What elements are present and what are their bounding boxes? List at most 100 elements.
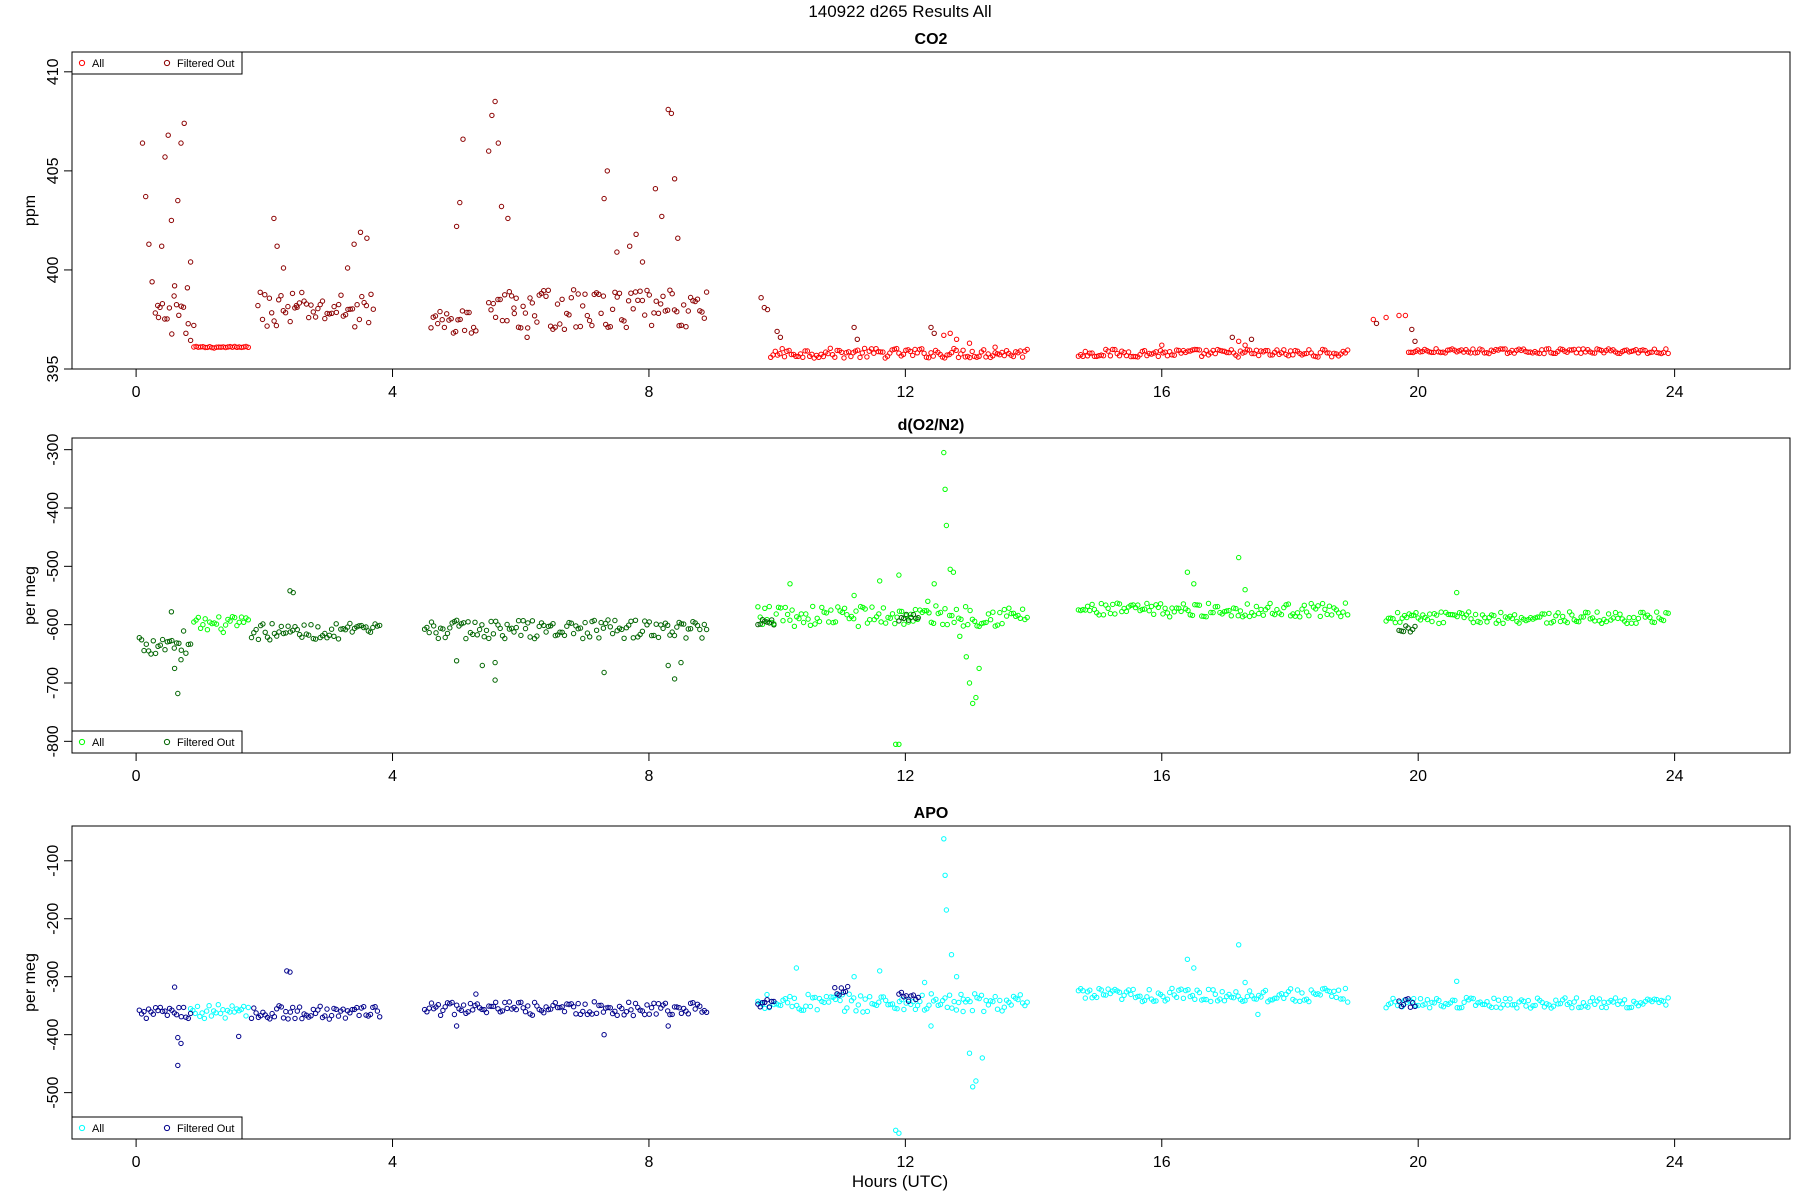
data-point: [1171, 352, 1178, 358]
data-point: [251, 1005, 257, 1011]
y-tick-label: 400: [45, 256, 62, 283]
data-point: [531, 313, 538, 319]
data-point: [646, 619, 652, 625]
legend-label: Filtered Out: [177, 58, 234, 70]
data-point: [136, 1007, 143, 1013]
data-point: [591, 999, 597, 1005]
data-point: [1098, 987, 1105, 993]
data-point: [194, 1003, 201, 1010]
data-point: [823, 993, 830, 1000]
data-point: [1253, 347, 1260, 353]
data-point: [183, 650, 189, 656]
data-point: [941, 449, 947, 456]
data-point: [678, 322, 685, 328]
data-point: [893, 741, 899, 747]
data-point: [529, 618, 536, 624]
data-point: [245, 344, 252, 350]
data-point: [1110, 346, 1116, 353]
data-point: [1194, 602, 1200, 608]
data-point: [543, 293, 549, 299]
data-point: [655, 634, 662, 641]
data-point: [632, 617, 639, 623]
x-tick-label: 16: [1153, 768, 1171, 785]
data-point: [966, 1050, 973, 1056]
data-point: [1557, 346, 1563, 352]
data-point: [497, 625, 503, 632]
data-point: [245, 617, 252, 623]
data-point: [185, 321, 191, 327]
data-point: [1203, 996, 1209, 1003]
data-point: [1500, 1002, 1506, 1008]
data-point: [798, 1007, 804, 1013]
data-point: [310, 309, 316, 315]
data-point: [278, 1004, 284, 1010]
data-point: [614, 1012, 620, 1018]
data-point: [942, 606, 948, 612]
data-point: [486, 148, 492, 154]
data-point: [832, 985, 838, 991]
data-point: [138, 637, 145, 643]
data-point: [1281, 347, 1287, 353]
data-point: [1155, 353, 1162, 360]
data-point: [907, 348, 914, 355]
data-point: [1015, 996, 1021, 1003]
data-point: [1615, 350, 1621, 356]
data-point: [495, 296, 501, 303]
data-point: [960, 1008, 966, 1015]
data-point: [944, 621, 950, 628]
data-point: [1184, 956, 1191, 962]
data-point: [919, 346, 925, 352]
data-point: [1230, 995, 1237, 1001]
data-point: [328, 1012, 335, 1019]
data-point: [1397, 619, 1403, 625]
data-point: [575, 291, 581, 297]
data-point: [665, 662, 671, 669]
data-point: [625, 298, 632, 304]
data-point: [1539, 999, 1545, 1005]
data-point: [992, 993, 998, 1000]
data-point: [1203, 614, 1209, 620]
x-axis-label: Hours (UTC): [851, 1172, 949, 1191]
data-point: [642, 312, 648, 318]
data-point: [545, 287, 551, 293]
data-point: [504, 1005, 510, 1012]
data-point: [810, 995, 816, 1001]
data-point: [981, 1008, 987, 1015]
data-point: [347, 306, 353, 312]
data-point: [664, 307, 671, 313]
data-point: [204, 627, 211, 633]
data-point: [757, 621, 763, 627]
data-point: [187, 259, 194, 265]
data-point: [287, 969, 293, 975]
data-point: [662, 1000, 669, 1006]
data-point: [349, 1006, 355, 1013]
data-point: [1178, 986, 1184, 992]
data-point: [947, 566, 953, 572]
data-point: [561, 632, 568, 639]
data-point: [180, 1004, 187, 1011]
data-point: [910, 992, 917, 998]
data-point: [1214, 603, 1221, 610]
data-point: [901, 621, 907, 627]
data-point: [1424, 997, 1431, 1003]
data-point: [908, 993, 914, 999]
data-point: [566, 312, 572, 318]
data-point: [486, 635, 492, 642]
data-point: [864, 354, 870, 360]
data-point: [1205, 600, 1212, 607]
legend-marker: [78, 59, 86, 67]
data-point: [674, 1004, 680, 1010]
data-point: [276, 297, 282, 303]
data-point: [1392, 619, 1399, 626]
data-point: [1578, 350, 1584, 356]
data-point: [1342, 985, 1349, 992]
data-point: [1137, 993, 1143, 999]
data-point: [264, 323, 270, 329]
y-tick-label: -500: [45, 550, 62, 582]
data-point: [1599, 1004, 1605, 1010]
data-point: [908, 614, 914, 621]
data-point: [832, 619, 839, 625]
data-point: [1396, 998, 1402, 1004]
data-point: [1319, 600, 1326, 607]
data-point: [777, 351, 783, 357]
